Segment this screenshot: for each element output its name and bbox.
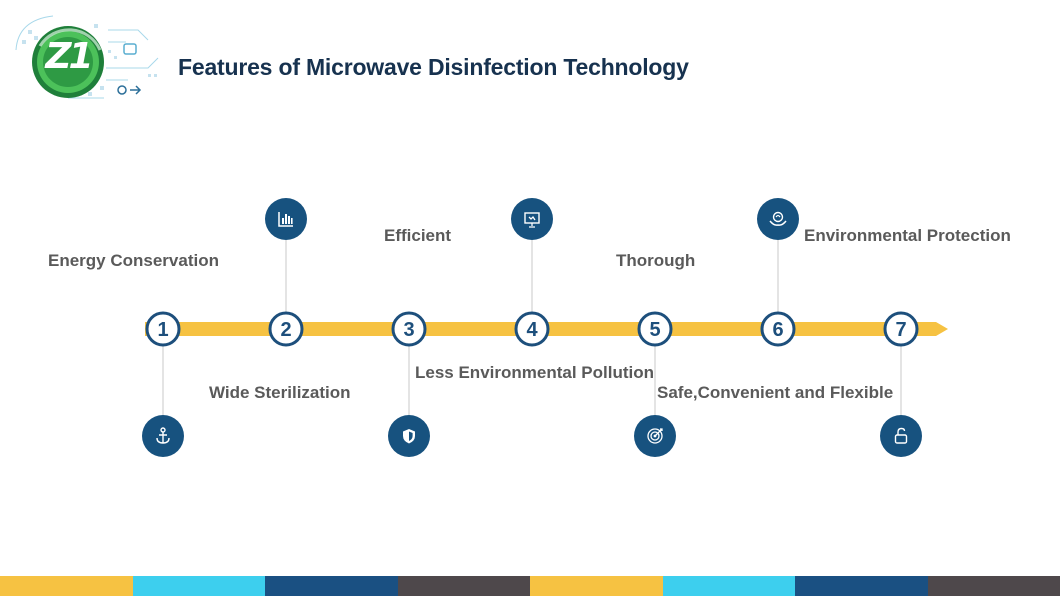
step-node-6: 6 xyxy=(760,311,796,347)
lock-icon xyxy=(880,415,922,457)
step-number-1: 1 xyxy=(157,319,168,341)
company-logo: Z1 xyxy=(8,10,168,110)
bar-chart-icon xyxy=(265,198,307,240)
step-number-5: 5 xyxy=(649,319,660,341)
step-node-4: 4 xyxy=(514,311,550,347)
presentation-icon xyxy=(511,198,553,240)
footer-stripe-segment xyxy=(132,576,265,596)
step-number-2: 2 xyxy=(280,319,291,341)
anchor-icon xyxy=(142,415,184,457)
feature-label-efficient: Efficient xyxy=(384,226,452,245)
footer-stripe-segment xyxy=(397,576,530,596)
timeline-connectors xyxy=(162,240,902,415)
eco-hands-icon xyxy=(757,198,799,240)
slide-title: Features of Microwave Disinfection Techn… xyxy=(178,54,689,80)
feature-label-energy-conservation: Energy Conservation xyxy=(48,251,219,270)
footer-stripe-segment xyxy=(265,576,398,596)
step-node-3: 3 xyxy=(391,311,427,347)
footer-stripe-segment xyxy=(0,576,133,596)
step-node-5: 5 xyxy=(637,311,673,347)
feature-label-less-environmental-pollution: Less Environmental Pollution xyxy=(415,363,654,382)
footer-stripe-segment xyxy=(530,576,663,596)
step-number-3: 3 xyxy=(403,319,414,341)
footer-color-stripe xyxy=(0,576,1060,596)
logo-text: Z1 xyxy=(45,36,93,77)
step-node-7: 7 xyxy=(883,311,919,347)
step-number-4: 4 xyxy=(526,319,538,341)
footer-stripe-segment xyxy=(795,576,928,596)
timeline-icons xyxy=(142,198,922,457)
footer-stripe-segment xyxy=(927,576,1060,596)
step-node-2: 2 xyxy=(268,311,304,347)
timeline-nodes: 1 2 3 4 5 6 7 xyxy=(145,311,919,347)
footer-stripe-segment xyxy=(662,576,795,596)
feature-label-safe-convenient-flexible: Safe,Convenient and Flexible xyxy=(657,383,894,402)
step-number-6: 6 xyxy=(772,319,783,341)
shield-icon xyxy=(388,415,430,457)
step-number-7: 7 xyxy=(895,319,906,341)
step-node-1: 1 xyxy=(145,311,181,347)
target-icon xyxy=(634,415,676,457)
feature-label-thorough: Thorough xyxy=(616,251,696,270)
feature-label-wide-sterilization: Wide Sterilization xyxy=(209,383,351,402)
feature-label-environmental-protection: Environmental Protection xyxy=(804,226,1011,245)
